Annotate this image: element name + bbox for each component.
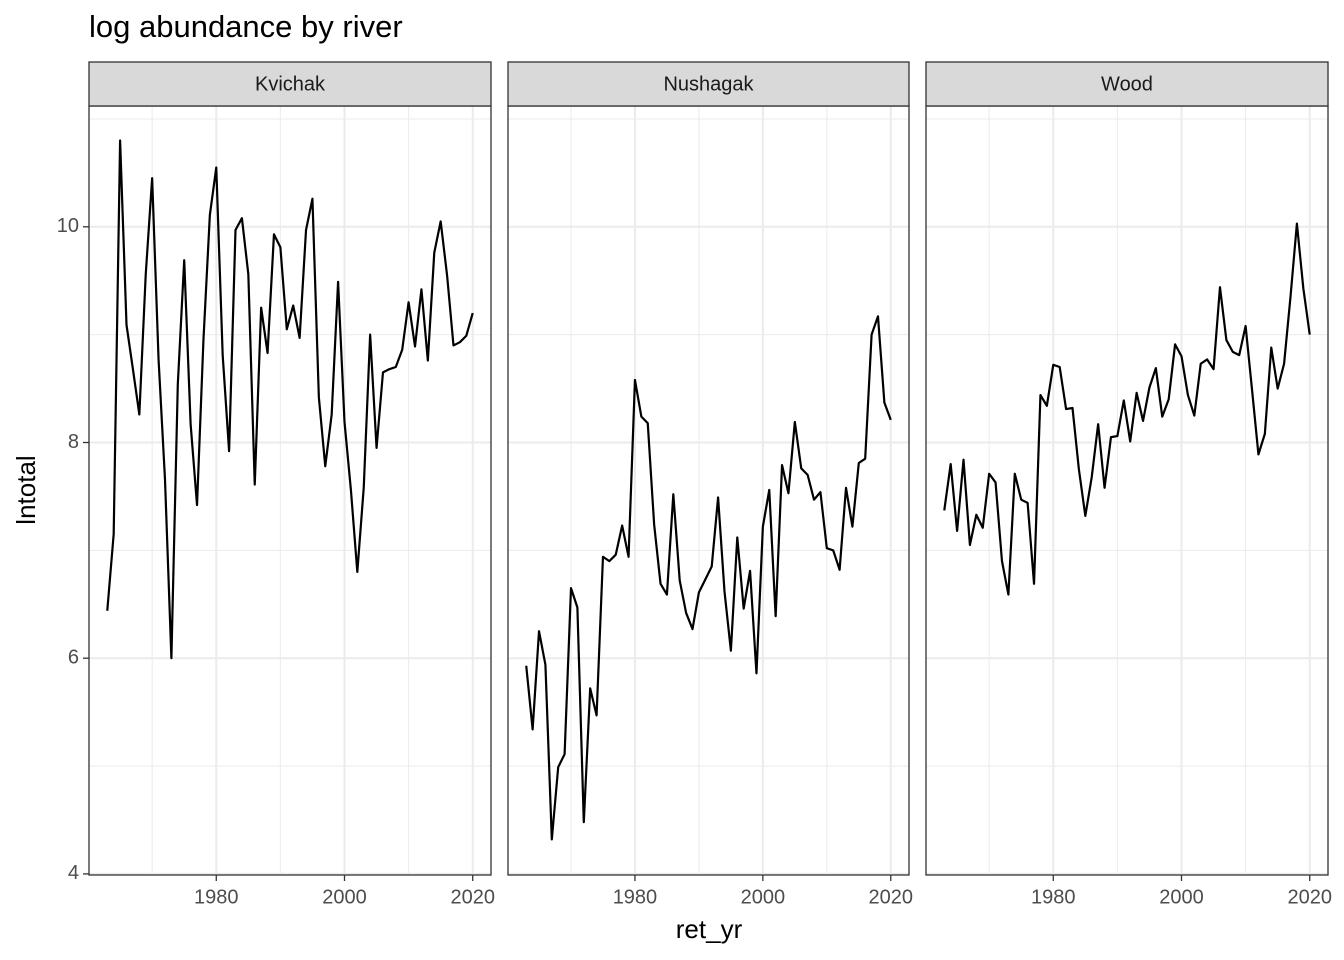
x-tick-label: 2000 (322, 886, 367, 908)
x-tick-label: 1980 (1031, 886, 1076, 908)
line (525, 315, 892, 841)
chart-title: log abundance by river (89, 9, 403, 44)
x-tick-label: 2020 (450, 886, 495, 908)
y-tick-label: 4 (68, 862, 79, 884)
panel-background (508, 106, 909, 875)
x-tick-label: 2020 (869, 886, 914, 908)
x-tick-label: 2000 (741, 886, 786, 908)
y-tick-label: 8 (68, 431, 79, 453)
strip-label: Nushagak (663, 73, 754, 95)
strip-label: Wood (1101, 73, 1153, 95)
strip-label: Kvichak (255, 73, 326, 95)
strip (88, 61, 492, 107)
x-tick-label: 1980 (613, 886, 658, 908)
line (943, 222, 1311, 596)
x-tick-label: 1980 (194, 886, 239, 908)
panel-background (89, 106, 491, 875)
y-tick-label: 6 (68, 646, 79, 668)
x-tick-label: 2000 (1159, 886, 1204, 908)
strip (507, 61, 910, 107)
y-axis-label: lntotal (11, 455, 41, 524)
line (106, 139, 474, 660)
panel-background (926, 106, 1328, 875)
y-tick-label: 10 (57, 215, 79, 237)
strip (925, 61, 1329, 107)
x-axis-label: ret_yr (676, 914, 743, 944)
x-tick-label: 2020 (1287, 886, 1332, 908)
